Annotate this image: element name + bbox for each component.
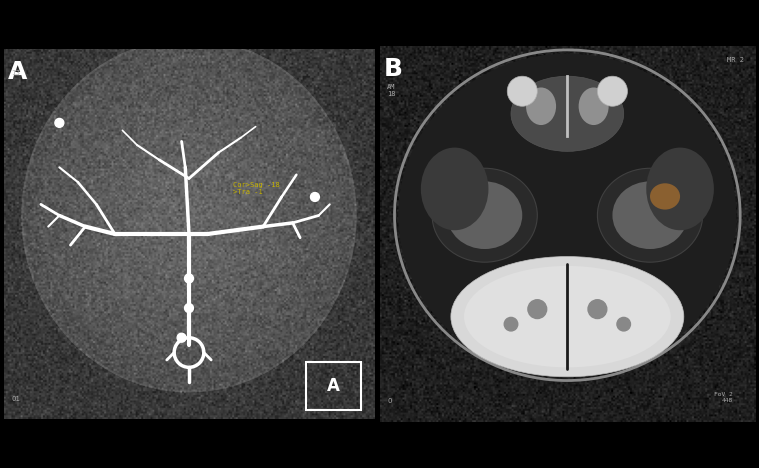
Ellipse shape — [451, 256, 684, 377]
Ellipse shape — [398, 54, 736, 377]
Ellipse shape — [420, 147, 489, 230]
Ellipse shape — [578, 88, 609, 125]
Circle shape — [55, 118, 64, 127]
Text: 0: 0 — [387, 398, 392, 404]
Circle shape — [310, 192, 320, 201]
Ellipse shape — [464, 266, 671, 367]
Circle shape — [177, 333, 186, 342]
Circle shape — [617, 317, 631, 331]
Circle shape — [184, 274, 194, 283]
Ellipse shape — [22, 39, 356, 391]
Ellipse shape — [646, 147, 714, 230]
Ellipse shape — [432, 168, 537, 262]
Text: FoV 2
448: FoV 2 448 — [714, 392, 732, 403]
Ellipse shape — [511, 76, 624, 151]
Text: B: B — [383, 58, 402, 81]
Text: A: A — [327, 377, 340, 395]
Ellipse shape — [526, 88, 556, 125]
Text: 13: 13 — [11, 70, 20, 76]
Ellipse shape — [650, 183, 680, 210]
Circle shape — [184, 304, 194, 313]
Circle shape — [528, 300, 546, 319]
Text: A: A — [8, 60, 27, 84]
Text: 01: 01 — [11, 395, 20, 402]
Text: Cor>Sag -18
>Tra -1: Cor>Sag -18 >Tra -1 — [234, 182, 280, 195]
Text: MR 2: MR 2 — [727, 58, 744, 64]
Circle shape — [588, 300, 606, 319]
Text: AM
18: AM 18 — [387, 84, 395, 97]
Circle shape — [504, 317, 518, 331]
Ellipse shape — [37, 47, 341, 369]
Ellipse shape — [613, 182, 688, 249]
Ellipse shape — [597, 168, 703, 262]
Circle shape — [507, 76, 537, 106]
Ellipse shape — [447, 182, 522, 249]
Circle shape — [597, 76, 628, 106]
